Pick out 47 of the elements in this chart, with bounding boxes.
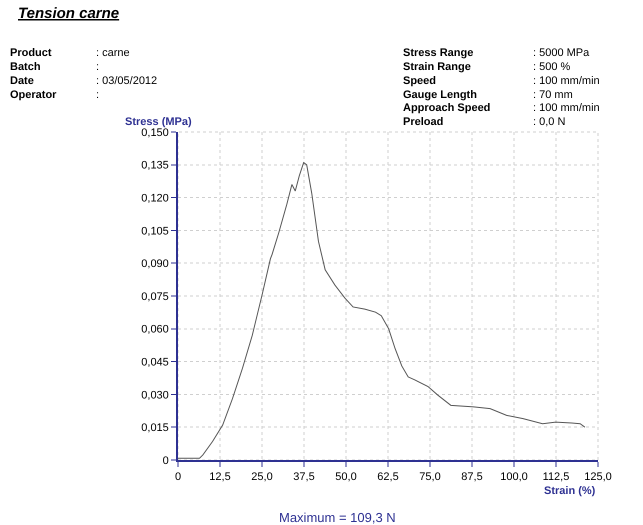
- text: : carne: [96, 47, 130, 59]
- x-axis-title: Strain (%): [544, 485, 596, 497]
- y-tick-label: 0,030: [141, 389, 169, 402]
- text: : 100 mm/min: [533, 102, 600, 114]
- x-tick-label: 50,0: [335, 471, 357, 484]
- y-tick-label: 0,105: [141, 225, 169, 238]
- chart-title: Tension carne: [18, 5, 120, 22]
- text: : 100 mm/min: [533, 75, 600, 87]
- x-tick-label: 87,5: [461, 471, 483, 484]
- y-tick-label: 0,060: [141, 324, 169, 336]
- y-tick-label: 0,150: [141, 126, 169, 139]
- x-tick-label: 100,0: [500, 471, 528, 484]
- text: Strain Range: [403, 61, 471, 73]
- x-tick-label: 125,0: [584, 471, 612, 484]
- text: :: [96, 89, 100, 101]
- y-tick-label: 0,120: [141, 192, 169, 204]
- y-tick-label: 0,135: [141, 160, 169, 172]
- text: : 03/05/2012: [96, 75, 158, 87]
- text: Gauge Length: [403, 89, 478, 101]
- text: : 500 %: [533, 61, 571, 73]
- text: Stress Range: [403, 47, 474, 59]
- x-tick-label: 112,5: [542, 471, 570, 484]
- y-axis-title: Stress (MPa): [125, 116, 192, 128]
- y-tick-label: 0: [162, 454, 169, 467]
- y-tick-label: 0,075: [141, 290, 169, 303]
- x-tick-label: 25,0: [251, 471, 273, 484]
- text: : 70 mm: [533, 89, 573, 101]
- text: Date: [10, 75, 34, 87]
- text: Approach Speed: [403, 102, 490, 114]
- text: Operator: [10, 89, 58, 101]
- text: Batch: [10, 61, 41, 73]
- line-series: [178, 162, 586, 459]
- text: : 5000 MPa: [533, 47, 590, 59]
- text: Speed: [403, 75, 436, 87]
- y-tick-label: 0,015: [141, 422, 169, 434]
- y-tick-label: 0,090: [141, 258, 169, 270]
- text: Preload: [403, 116, 444, 128]
- y-tick-label: 0,045: [141, 356, 169, 368]
- text: Product: [10, 47, 52, 59]
- text: :: [96, 61, 100, 73]
- x-tick-label: 37,5: [293, 471, 315, 484]
- x-tick-label: 12,5: [209, 471, 231, 484]
- text: Maximum = 109,3 N: [279, 510, 396, 525]
- x-tick-label: 62,5: [377, 471, 399, 484]
- x-tick-label: 75,0: [419, 471, 441, 484]
- x-tick-label: 0: [174, 471, 182, 484]
- text: : 0,0 N: [533, 116, 566, 128]
